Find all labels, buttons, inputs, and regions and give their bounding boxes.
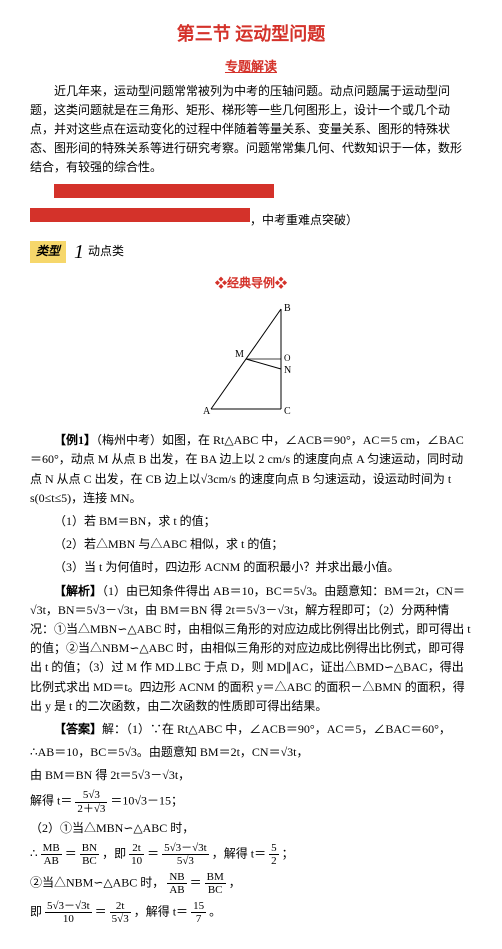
r1vd2: 5√3 <box>162 855 209 867</box>
analysis: 【解析】（1）由已知条件得出 AB＝10，BC＝5√3。由题意知：BM＝2t，C… <box>30 582 472 716</box>
answer-line-3: 由 BM＝BN 得 2t＝5√3－√3t， <box>30 766 472 785</box>
r2vd1: 10 <box>45 913 92 925</box>
label-m: M <box>235 349 244 360</box>
ratio1-mid: ，即 <box>102 846 126 860</box>
r1vn1: 2t <box>129 842 144 855</box>
frac-res2: 157 <box>191 900 206 925</box>
r2r: BM <box>205 871 226 884</box>
intro-paragraph: 近几年来，运动型问题常常被列为中考的压轴问题。动点问题属于运动型问题，这类问题就… <box>30 82 472 178</box>
ratio1-res-pre: ，解得 t＝ <box>212 846 266 860</box>
label-c: C <box>284 406 291 417</box>
ratio2-res-pre: ，解得 t＝ <box>134 905 188 919</box>
frac-a: 5√3 2＋√3 <box>75 789 107 814</box>
r2l: NB <box>167 871 186 884</box>
answer-2-header: （2）①当△MBN∽△ABC 时， <box>30 819 472 838</box>
period-2: 。 <box>209 905 221 919</box>
type-number: 1 <box>74 236 84 268</box>
analysis-tag: 【解析】 <box>54 584 102 598</box>
red-bar-1 <box>54 184 274 198</box>
type-badge: 类型 <box>30 241 66 262</box>
triangle-diagram: B M N O A C <box>30 299 472 425</box>
r1vd1: 10 <box>129 855 144 867</box>
frac-rhs2: 2t5√3 <box>110 900 131 925</box>
r2rd: BC <box>205 884 226 896</box>
question-3: （3）当 t 为何值时，四边形 ACNM 的面积最小？并求出最小值。 <box>30 558 472 577</box>
example-1: 【例1】（梅州中考）如图，在 Rt△ABC 中，∠ACB＝90°，AC＝5 cm… <box>30 431 472 508</box>
r1l: MB <box>41 842 62 855</box>
red-bar-2 <box>30 208 250 222</box>
section-header: 专题解读 <box>30 57 472 78</box>
frac-a-den: 2＋√3 <box>75 803 107 815</box>
analysis-body: （1）由已知条件得出 AB＝10，BC＝5√3。由题意知：BM＝2t，CN＝√3… <box>30 584 471 713</box>
r2ld: AB <box>167 884 186 896</box>
page-title: 第三节 运动型问题 <box>30 20 472 49</box>
frac-2t-10: 2t10 <box>129 842 144 867</box>
r1rd: BC <box>80 855 99 867</box>
answer-line-2: ∴AB＝10，BC＝5√3。由题意知 BM＝2t，CN＝√3t， <box>30 743 472 762</box>
r2rn: 15 <box>191 900 206 913</box>
type-row: 类型 1 动点类 <box>30 236 472 268</box>
answer-line-1: 【答案】解：（1）∵在 Rt△ABC 中，∠ACB＝90°，AC＝5，∠BAC＝… <box>30 720 472 739</box>
r1r: BN <box>80 842 99 855</box>
r1rd: 2 <box>269 855 279 867</box>
answer-2b: ②当△NBM∽△ABC 时， NBAB ＝ BMBC ， <box>30 871 472 896</box>
r2vd2: 5√3 <box>110 913 131 925</box>
solve-a-pre: 解得 t＝ <box>30 794 72 808</box>
highlight-block: ，中考重难点突破） <box>30 182 472 230</box>
question-1: （1）若 BM＝BN，求 t 的值； <box>30 512 472 531</box>
answer-solve-a: 解得 t＝ 5√3 2＋√3 ＝10√3－15； <box>30 789 472 814</box>
answer-tag: 【答案】 <box>54 722 102 736</box>
frac-lhs2: 5√3－√3t10 <box>45 900 92 925</box>
r1rn: 5 <box>269 842 279 855</box>
frac-nb-ab: NBAB <box>167 871 186 896</box>
frac-bm-bc: BMBC <box>205 871 226 896</box>
frac-a-num: 5√3 <box>75 789 107 802</box>
label-o: O <box>284 353 291 363</box>
example-tag: 【例1】 <box>54 433 96 447</box>
answer-l1-text: 解：（1）∵在 Rt△ABC 中，∠ACB＝90°，AC＝5，∠BAC＝60°， <box>102 722 451 736</box>
label-n: N <box>284 365 291 376</box>
question-2: （2）若△MBN 与△ABC 相似，求 t 的值； <box>30 535 472 554</box>
type-name: 动点类 <box>88 242 124 261</box>
r1ld: AB <box>41 855 62 867</box>
semi-1: ； <box>282 846 294 860</box>
r1vn2: 5√3－√3t <box>162 842 209 855</box>
after-bar-text: ，中考重难点突破） <box>250 213 358 227</box>
solve-a-post: ＝10√3－15； <box>110 794 183 808</box>
example-src: （梅州中考） <box>96 433 162 447</box>
frac-bn-bc: BNBC <box>80 842 99 867</box>
frac-res1: 52 <box>269 842 279 867</box>
r2rd: 7 <box>191 913 206 925</box>
example-header-text: 经典导例 <box>227 276 275 290</box>
label-a: A <box>203 406 211 417</box>
example-header: ❖经典导例❖ <box>30 274 472 293</box>
answer-2b-text: ②当△NBM∽△ABC 时， <box>30 875 164 889</box>
r2vn2: 2t <box>110 900 131 913</box>
ratio-2: 即 5√3－√3t10 ＝ 2t5√3 ，解得 t＝ 157 。 <box>30 900 472 925</box>
frac-mb-ab: MBAB <box>41 842 62 867</box>
r2vn1: 5√3－√3t <box>45 900 92 913</box>
ratio-1: ∴ MBAB ＝ BNBC ，即 2t10 ＝ 5√3－√3t5√3 ，解得 t… <box>30 842 472 867</box>
label-b: B <box>284 303 291 314</box>
frac-rhs1: 5√3－√3t5√3 <box>162 842 209 867</box>
